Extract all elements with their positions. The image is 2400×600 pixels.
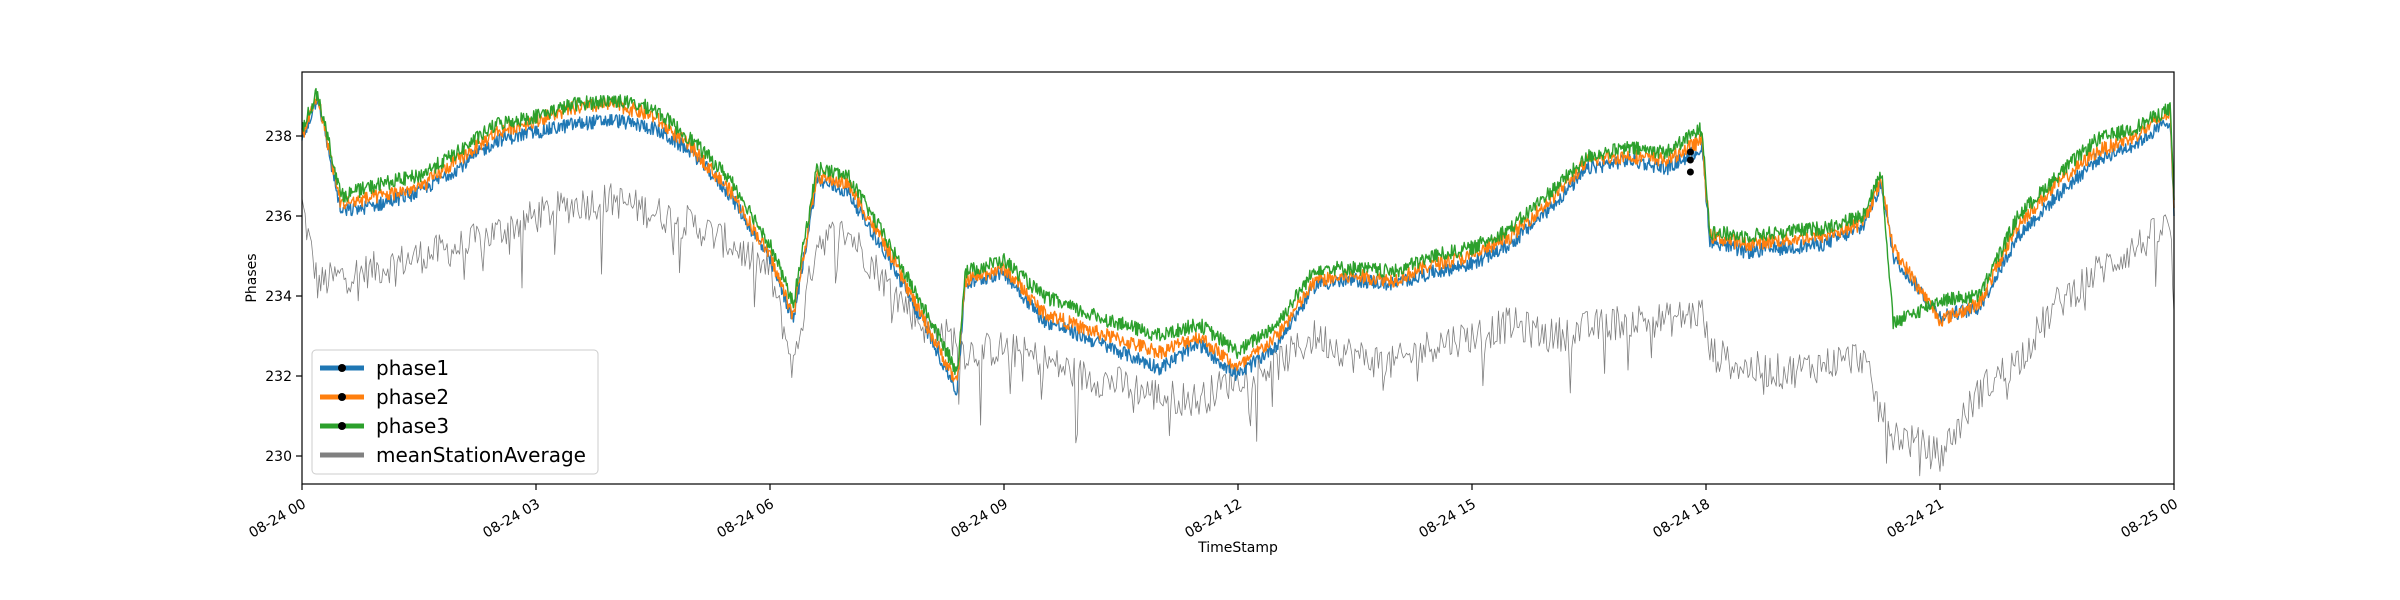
data-marker-1 (1686, 156, 1694, 164)
y-tick-label: 234 (265, 289, 292, 305)
plot-lines (301, 87, 2175, 477)
data-marker-2 (1686, 148, 1694, 156)
legend-label-phase2: phase2 (376, 385, 449, 409)
data-marker-0 (1686, 168, 1694, 176)
plot-markers (1686, 148, 1694, 176)
legend-label-phase3: phase3 (376, 414, 449, 438)
y-tick-label: 238 (265, 129, 292, 145)
y-tick-label: 236 (265, 209, 292, 225)
series-line-phase3 (301, 87, 2175, 376)
y-tick-label: 232 (265, 369, 292, 385)
legend-box (311, 349, 599, 475)
y-axis-label: Phases (244, 253, 260, 302)
y-axis: 230 232 234 236 238 (265, 129, 302, 465)
y-tick-label: 230 (265, 449, 292, 465)
legend: phase1 phase2 phase3 meanStationAverage (311, 349, 599, 475)
legend-label-meanStationAverage: meanStationAverage (376, 443, 586, 467)
legend-marker-phase3 (338, 422, 346, 430)
legend-label-phase1: phase1 (376, 356, 449, 380)
legend-marker-phase1 (338, 364, 346, 372)
x-axis-label: TimeStamp (1197, 540, 1278, 556)
legend-marker-phase2 (338, 393, 346, 401)
